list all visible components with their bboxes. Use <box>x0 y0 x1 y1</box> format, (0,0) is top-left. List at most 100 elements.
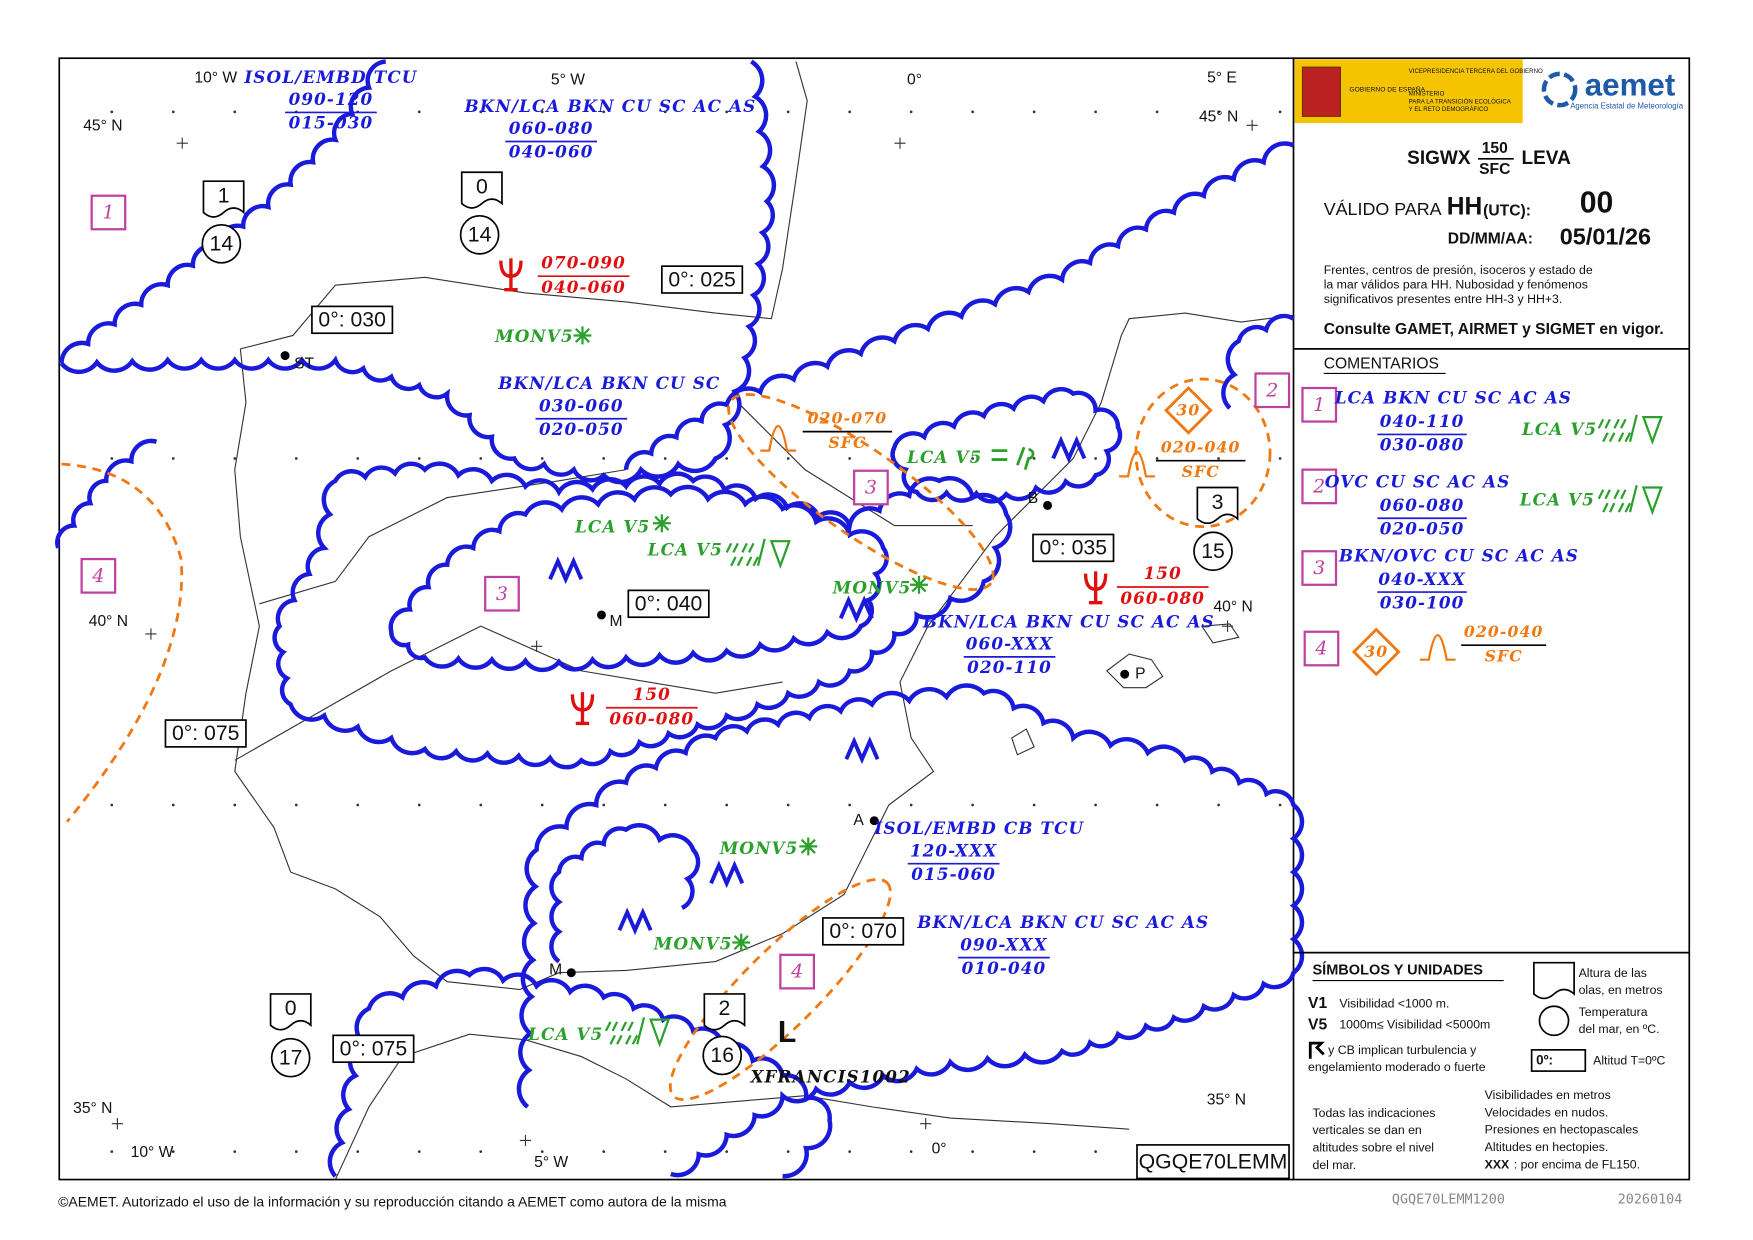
grid-dot <box>1155 457 1159 460</box>
lat-lon-label: 35° N <box>1207 1091 1246 1108</box>
comment-visibility: LCA V5 <box>1521 419 1597 439</box>
lower-level: 030-080 <box>1380 435 1465 455</box>
logo-text: GOBIERNO DE ESPAÑA <box>1349 84 1425 93</box>
city-label: M <box>609 613 622 630</box>
legend-zero-box <box>1530 1049 1587 1072</box>
lower-level: 020-050 <box>539 419 624 439</box>
mountain-wave-zone <box>727 393 995 591</box>
level-top: 150 <box>1482 140 1508 157</box>
grid-dot <box>110 803 114 807</box>
lower-level: 040-060 <box>541 277 626 297</box>
grid-cross <box>920 1118 932 1130</box>
mountain-obscuration <box>548 556 584 585</box>
city-dot <box>1120 669 1130 679</box>
lower-level: 020-110 <box>967 657 1052 677</box>
upper-level: 150 <box>633 684 671 704</box>
grid-cross <box>1221 620 1234 632</box>
grid-dot <box>1155 110 1159 114</box>
wave-flag <box>1196 486 1239 525</box>
area-label-box <box>1254 372 1291 409</box>
grid-cross <box>519 1134 532 1147</box>
grid-dot <box>294 1150 298 1153</box>
logo-text: VICEPRESIDENCIA TERCERA DEL GOBIERNO <box>1409 68 1543 75</box>
mountain-obscuration <box>838 595 874 624</box>
upper-level: 040-110 <box>1380 411 1465 431</box>
comment-area-box <box>1301 550 1338 586</box>
region: LEVA <box>1522 148 1572 169</box>
upper-level: 120-XXX <box>910 840 998 860</box>
sea-temp-circle <box>459 215 500 255</box>
grid-cross <box>531 640 543 652</box>
visibility-note: LCA V5 <box>527 1024 603 1044</box>
comment-area: 3 <box>1313 557 1325 579</box>
lat-lon-label: 0° <box>907 72 922 89</box>
lat-lon-label: 5° W <box>534 1154 568 1171</box>
grid-dot <box>725 110 729 114</box>
unit-note: Velocidades en nudos. <box>1485 1105 1609 1119</box>
temp-legend: del mar, en ºC. <box>1579 1022 1660 1036</box>
grid-dot <box>540 110 544 114</box>
area-label-box <box>779 953 816 990</box>
grid-dot <box>1094 457 1097 460</box>
shower-symbol <box>1597 414 1663 445</box>
upper-level: 020-070 <box>808 408 888 427</box>
city-label: ST <box>294 356 314 373</box>
lat-lon-label: 5° W <box>551 72 585 89</box>
sea-temp-circle <box>702 1035 743 1076</box>
grid-dot <box>602 457 606 460</box>
coastline <box>259 469 627 605</box>
grid-dot <box>479 110 483 114</box>
freezing-level-box <box>311 305 394 335</box>
upper-level: 060-XXX <box>966 634 1054 654</box>
symbols-title: SÍMBOLOS Y UNIDADES <box>1313 961 1484 978</box>
wave-height: 0 <box>285 996 297 1020</box>
grid-dot <box>971 457 974 460</box>
mountain-wave-symbol <box>1119 450 1155 478</box>
mountain-obscuration <box>1051 435 1087 464</box>
cloud-type: BKN/LCA BKN CU SC <box>497 373 720 393</box>
intensity-diamond <box>1351 627 1401 677</box>
cloud-boundary <box>549 823 701 964</box>
logo-text: MINISTERIO <box>1409 91 1445 98</box>
aemet-agency: Agencia Estatal de Meteorología <box>1570 101 1684 110</box>
cloud-boundary <box>55 438 158 549</box>
area-label: 3 <box>496 583 508 605</box>
grid-dot <box>971 1150 974 1153</box>
valid-hour: 00 <box>1580 187 1614 220</box>
upper-level: 090-XXX <box>960 934 1048 954</box>
xxx-text: : por encima de FL150. <box>1514 1157 1640 1171</box>
lower-level: 040-060 <box>509 142 594 162</box>
grid-dot <box>171 457 175 460</box>
grid-dot <box>1094 1150 1097 1153</box>
product: SIGWX <box>1407 148 1471 169</box>
coastline <box>1120 312 1294 336</box>
mist-symbol <box>799 837 818 856</box>
cloud-type: BKN/LCA BKN CU SC AC AS <box>916 912 1209 932</box>
freezing-level: 0°: 030 <box>318 308 386 332</box>
grid-dot <box>110 1150 114 1153</box>
sea-temp-circle <box>1193 531 1233 572</box>
area-label: 4 <box>790 961 803 983</box>
grid-dot <box>848 1150 852 1153</box>
grid-dot <box>110 110 114 114</box>
visibility-note: LCA V5 <box>574 516 650 536</box>
grid-dot <box>663 110 667 114</box>
grid-dot <box>909 110 913 114</box>
grid-dot <box>540 457 544 460</box>
grid-dot <box>909 457 913 460</box>
grid-dot <box>479 457 483 460</box>
copyright: ©AEMET. Autorizado el uso de la informac… <box>58 1194 727 1210</box>
lower-level: SFC <box>1182 462 1220 481</box>
grid-cross <box>111 1118 123 1130</box>
v1-symbol: V1 <box>1308 995 1327 1012</box>
coastline <box>1200 623 1240 644</box>
freezing-level: 0°: 025 <box>668 267 736 291</box>
wave-flag <box>269 993 312 1031</box>
upper-level: 020-040 <box>1161 437 1241 456</box>
cloud-boundary <box>890 386 1123 504</box>
area-label-box <box>853 469 889 506</box>
freezing-level: 0°: 075 <box>172 721 240 745</box>
freezing-level-box <box>332 1034 415 1064</box>
grid-dot <box>417 110 421 114</box>
